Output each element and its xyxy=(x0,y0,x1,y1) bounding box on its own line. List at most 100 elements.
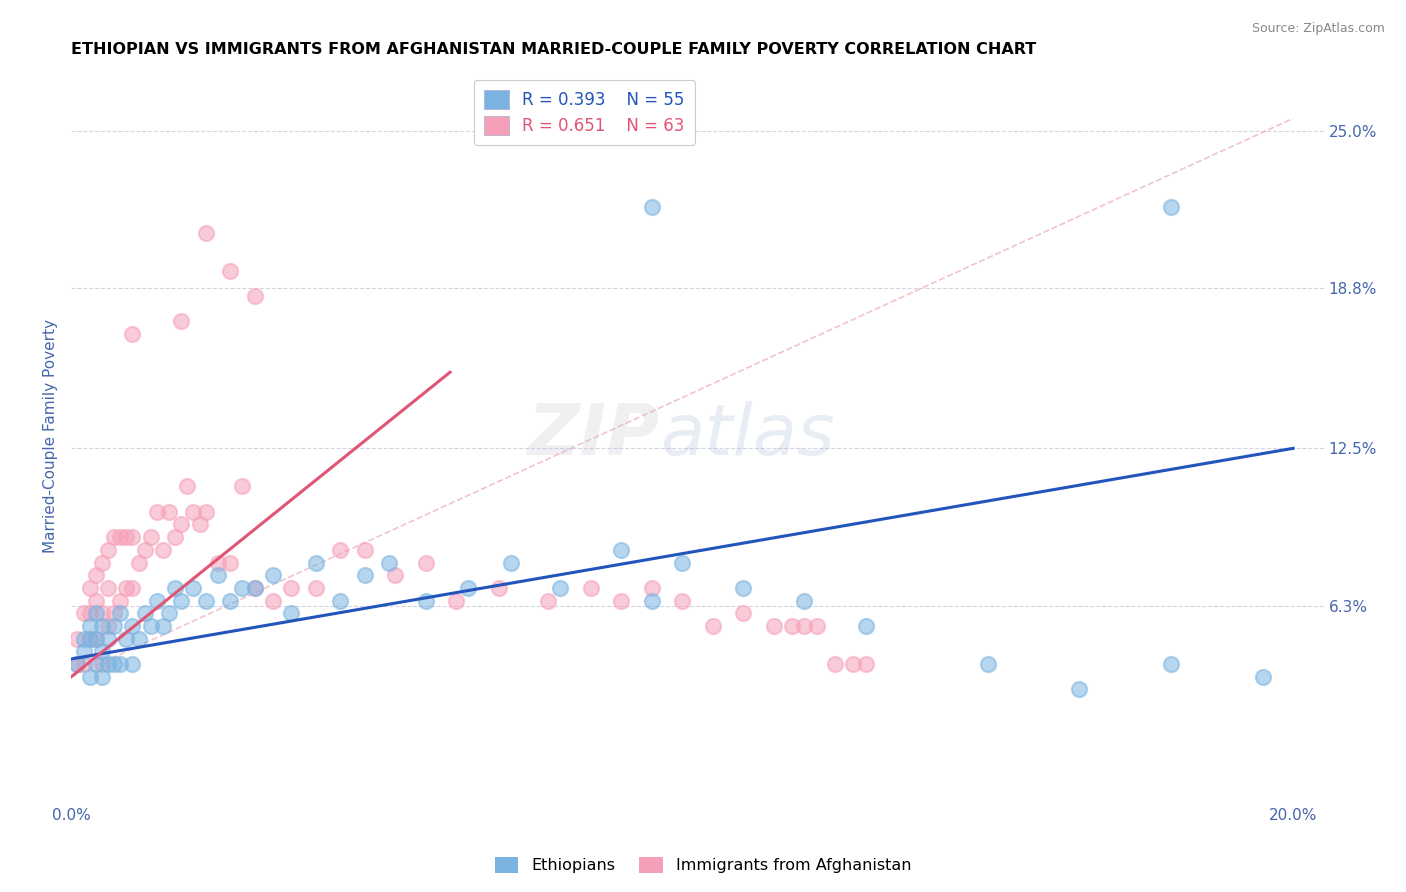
Point xyxy=(121,657,143,671)
Point xyxy=(329,593,352,607)
Point xyxy=(188,517,211,532)
Point xyxy=(219,593,242,607)
Point xyxy=(103,619,125,633)
Point xyxy=(548,581,571,595)
Point xyxy=(121,619,143,633)
Point xyxy=(103,530,125,544)
Point xyxy=(219,556,242,570)
Point xyxy=(415,556,437,570)
Point xyxy=(108,593,131,607)
Point xyxy=(976,657,998,671)
Point xyxy=(641,581,664,595)
Point xyxy=(855,657,877,671)
Legend: Ethiopians, Immigrants from Afghanistan: Ethiopians, Immigrants from Afghanistan xyxy=(488,850,918,880)
Point xyxy=(793,593,815,607)
Point xyxy=(152,542,174,557)
Point xyxy=(194,505,217,519)
Point xyxy=(353,542,375,557)
Point xyxy=(79,581,101,595)
Point xyxy=(415,593,437,607)
Point xyxy=(79,670,101,684)
Point xyxy=(115,530,138,544)
Point xyxy=(183,581,205,595)
Point xyxy=(121,327,143,342)
Point xyxy=(84,632,107,646)
Point xyxy=(280,581,302,595)
Point xyxy=(641,593,664,607)
Point xyxy=(157,607,180,621)
Point xyxy=(146,593,169,607)
Point xyxy=(262,568,284,582)
Point xyxy=(610,593,633,607)
Point xyxy=(579,581,602,595)
Y-axis label: Married-Couple Family Poverty: Married-Couple Family Poverty xyxy=(44,318,58,553)
Point xyxy=(79,607,101,621)
Legend: R = 0.393    N = 55, R = 0.651    N = 63: R = 0.393 N = 55, R = 0.651 N = 63 xyxy=(474,79,695,145)
Point xyxy=(243,289,266,303)
Point xyxy=(139,530,162,544)
Point xyxy=(134,607,156,621)
Point xyxy=(165,581,187,595)
Point xyxy=(170,314,193,328)
Point xyxy=(384,568,406,582)
Point xyxy=(97,632,120,646)
Point xyxy=(793,619,815,633)
Point xyxy=(72,607,94,621)
Point xyxy=(90,619,112,633)
Point xyxy=(139,619,162,633)
Point xyxy=(108,657,131,671)
Text: ETHIOPIAN VS IMMIGRANTS FROM AFGHANISTAN MARRIED-COUPLE FAMILY POVERTY CORRELATI: ETHIOPIAN VS IMMIGRANTS FROM AFGHANISTAN… xyxy=(72,42,1036,57)
Point xyxy=(231,479,253,493)
Point xyxy=(824,657,846,671)
Point xyxy=(108,607,131,621)
Point xyxy=(115,581,138,595)
Point xyxy=(207,556,229,570)
Point xyxy=(121,581,143,595)
Point xyxy=(378,556,401,570)
Point xyxy=(72,644,94,658)
Point xyxy=(280,607,302,621)
Point xyxy=(262,593,284,607)
Point xyxy=(219,263,242,277)
Point xyxy=(702,619,724,633)
Point xyxy=(501,556,523,570)
Point xyxy=(855,619,877,633)
Point xyxy=(165,530,187,544)
Point xyxy=(733,607,755,621)
Point xyxy=(84,568,107,582)
Point xyxy=(194,593,217,607)
Point xyxy=(90,644,112,658)
Point xyxy=(97,619,120,633)
Point xyxy=(733,581,755,595)
Point xyxy=(194,226,217,240)
Point xyxy=(90,670,112,684)
Point xyxy=(170,517,193,532)
Point xyxy=(79,619,101,633)
Point xyxy=(329,542,352,557)
Point xyxy=(146,505,169,519)
Point xyxy=(66,657,89,671)
Point xyxy=(97,542,120,557)
Point xyxy=(128,556,150,570)
Point xyxy=(207,568,229,582)
Point xyxy=(90,556,112,570)
Point xyxy=(79,632,101,646)
Point xyxy=(780,619,803,633)
Point xyxy=(115,632,138,646)
Point xyxy=(84,657,107,671)
Text: Source: ZipAtlas.com: Source: ZipAtlas.com xyxy=(1251,22,1385,36)
Point xyxy=(90,607,112,621)
Point xyxy=(243,581,266,595)
Point xyxy=(353,568,375,582)
Point xyxy=(610,542,633,557)
Point xyxy=(671,556,693,570)
Point xyxy=(84,593,107,607)
Point xyxy=(762,619,785,633)
Point xyxy=(183,505,205,519)
Point xyxy=(152,619,174,633)
Point xyxy=(84,607,107,621)
Point xyxy=(1160,200,1182,214)
Point xyxy=(305,556,328,570)
Point xyxy=(103,607,125,621)
Point xyxy=(108,530,131,544)
